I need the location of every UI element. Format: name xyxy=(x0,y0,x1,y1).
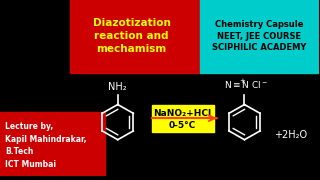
Text: NaNO₂+HCl: NaNO₂+HCl xyxy=(154,109,212,118)
Text: Lecture by,
Kapil Mahindrakar,
B.Tech
ICT Mumbai: Lecture by, Kapil Mahindrakar, B.Tech IC… xyxy=(5,122,86,169)
Text: +2H₂O: +2H₂O xyxy=(275,130,308,140)
Bar xyxy=(0,112,105,176)
Text: Diazotization
reaction and
mechamism: Diazotization reaction and mechamism xyxy=(93,18,171,54)
Bar xyxy=(152,105,213,132)
Text: Chemistry Capsule
NEET, JEE COURSE
SCIPHILIC ACADEMY: Chemistry Capsule NEET, JEE COURSE SCIPH… xyxy=(212,20,307,52)
Text: $\mathdefault{+}$: $\mathdefault{+}$ xyxy=(239,76,246,85)
Bar xyxy=(70,0,200,73)
Text: N$\equiv$N Cl$^-$: N$\equiv$N Cl$^-$ xyxy=(224,79,268,90)
Bar xyxy=(200,0,319,73)
Text: 0-5°C: 0-5°C xyxy=(169,121,196,130)
Text: NH₂: NH₂ xyxy=(108,82,127,92)
